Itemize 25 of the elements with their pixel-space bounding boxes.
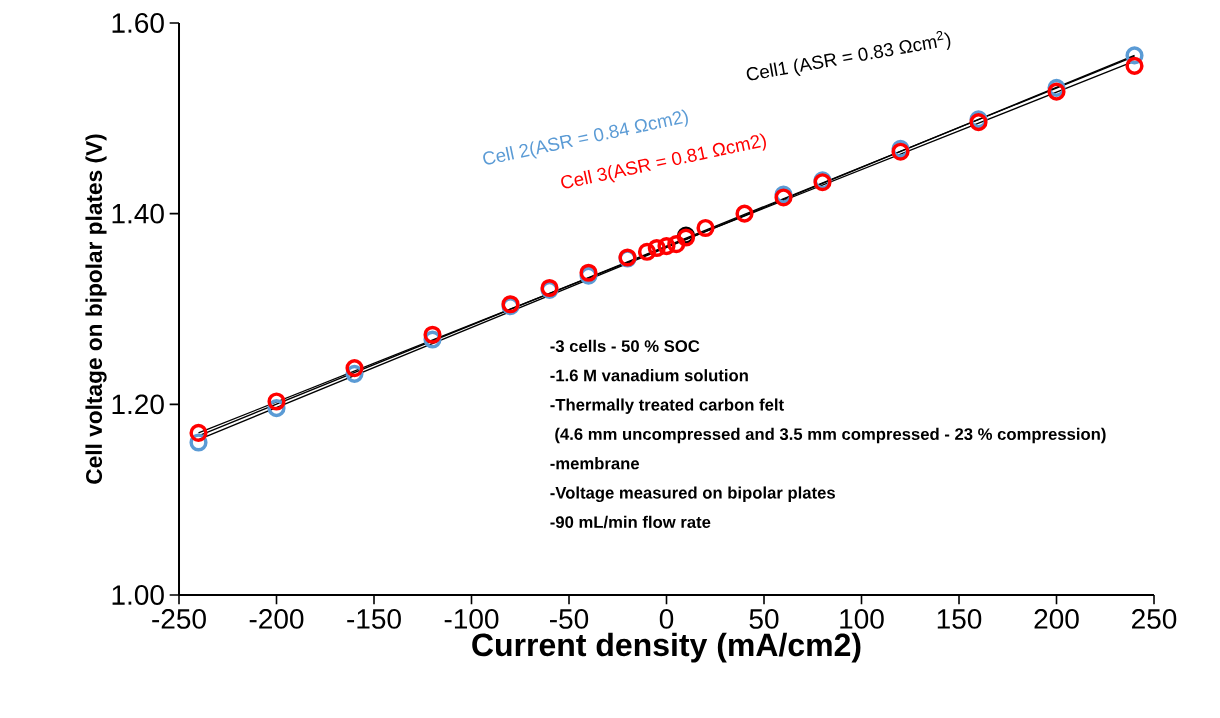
y-tick-label: 1.40 xyxy=(112,203,164,224)
y-tick-label: 1.20 xyxy=(112,394,164,415)
y-tick-label: 1.00 xyxy=(112,585,164,605)
x-axis-title: Current density (mA/cm2) xyxy=(472,632,861,663)
x-tick-label: 200 xyxy=(1034,609,1079,629)
x-tick-label: -150 xyxy=(347,609,401,629)
x-tick-label: -100 xyxy=(444,609,499,629)
annotation: -Voltage measured on bipolar plates xyxy=(550,486,835,503)
annotation: -Thermally treated carbon felt xyxy=(550,398,784,414)
x-tick-label: 100 xyxy=(840,609,884,629)
annotation: -3 cells - 50 % SOC xyxy=(550,339,700,353)
annotation: -membrane xyxy=(550,457,640,470)
text: Cell1 (ASR = 0.83 Ωcm$^{2}$) xyxy=(746,30,951,81)
x-tick-label: 50 xyxy=(749,609,779,629)
y-axis-title: Cell voltage on bipolar plates (V) xyxy=(85,134,107,484)
annotation: -1.6 M vanadium solution xyxy=(550,369,748,382)
x-tick-label: 150 xyxy=(937,609,982,629)
y-tick-label: 1.60 xyxy=(112,13,164,33)
x-tick-label: -250 xyxy=(152,609,206,629)
x-tick-label: 0 xyxy=(659,609,674,629)
x-tick-label: -50 xyxy=(550,609,589,629)
x-tick-label: 250 xyxy=(1132,609,1177,629)
annotation: (4.6 mm uncompressed and 3.5 mm compressed - 23 % compression) xyxy=(555,427,1106,444)
annotation: -90 mL/min flow rate xyxy=(550,515,711,529)
x-tick-label: -200 xyxy=(249,609,304,629)
